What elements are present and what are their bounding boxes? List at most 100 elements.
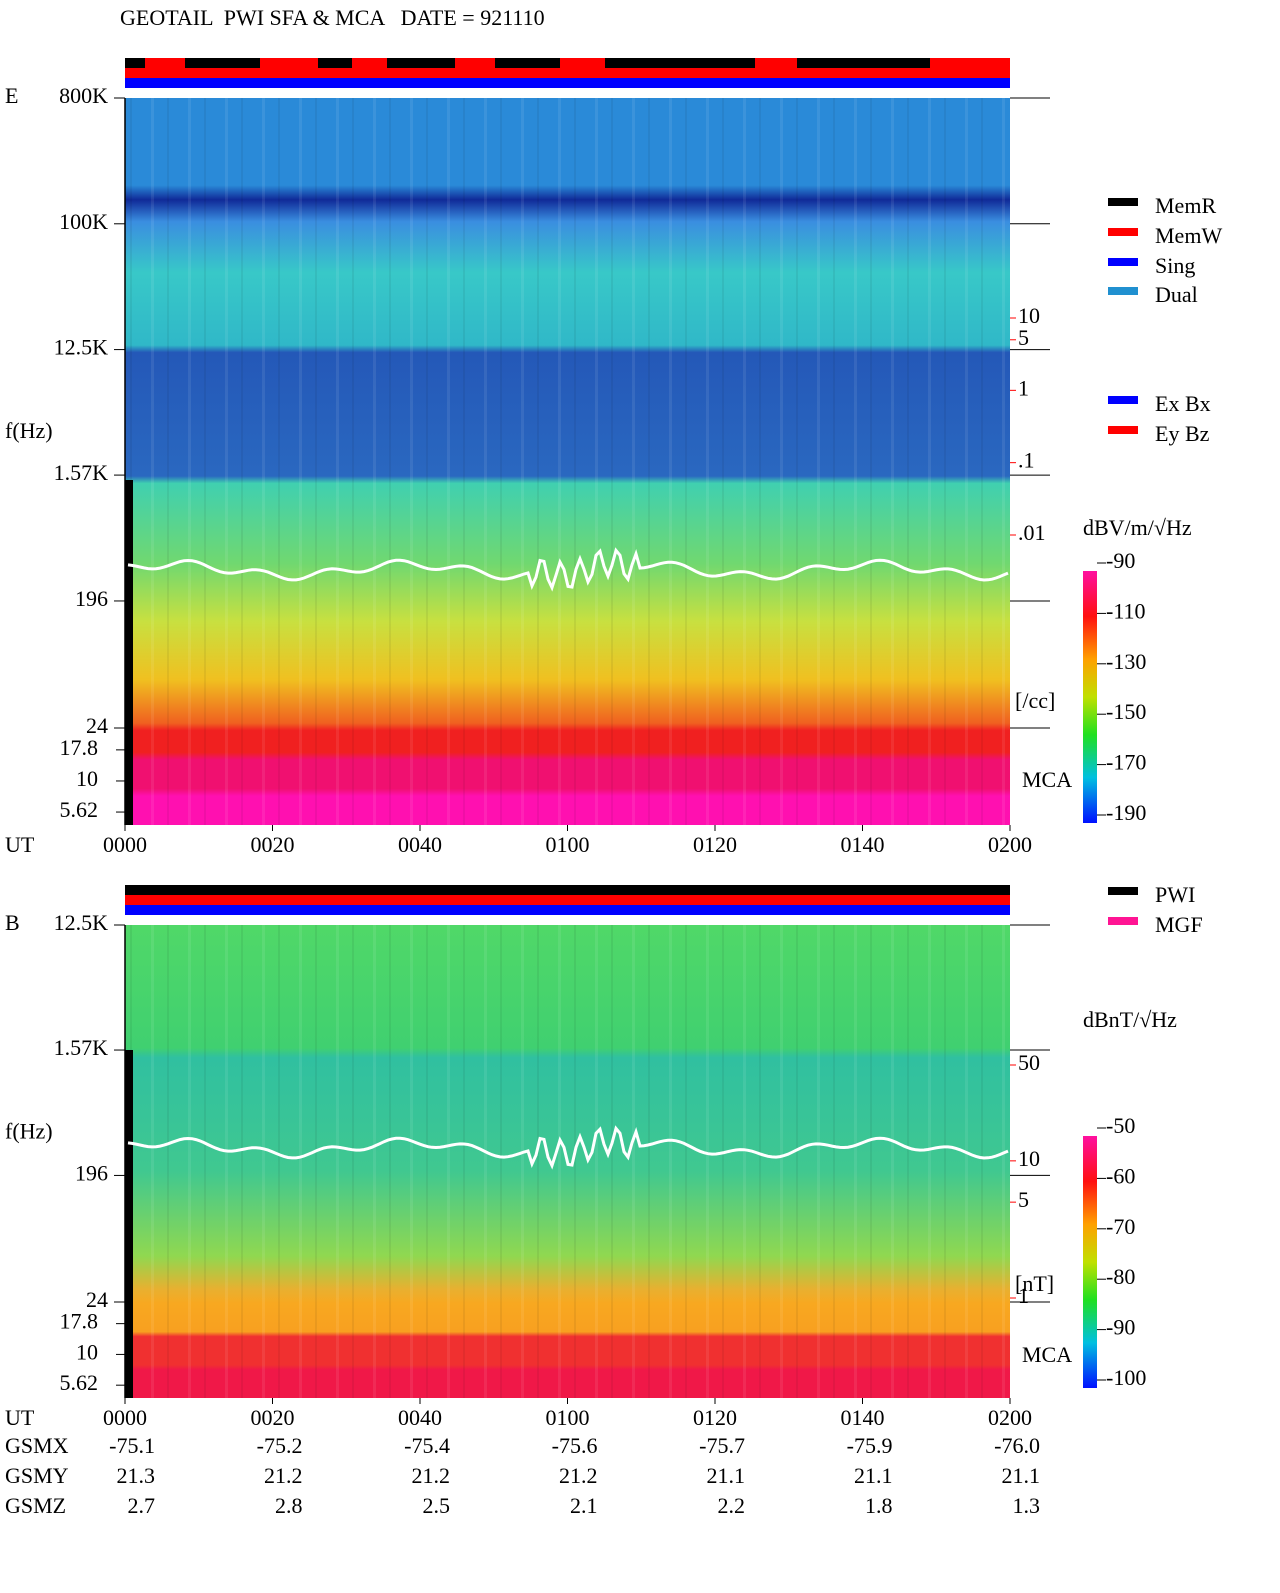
orbit-row-label: GSMX xyxy=(5,1433,69,1458)
orbit-value: -76.0 xyxy=(994,1433,1040,1458)
colorbar-tick-label: -90 xyxy=(1106,1315,1135,1340)
legend-label: MemR xyxy=(1155,193,1216,218)
mca-tick-label: 5.62 xyxy=(60,797,99,822)
legend-swatch xyxy=(1108,258,1138,266)
title: GEOTAIL PWI SFA & MCA DATE = 921110 xyxy=(120,5,545,30)
mca-tick-label: 10 xyxy=(76,766,98,791)
y-tick-label: 196 xyxy=(75,1160,108,1185)
legend-swatch xyxy=(1108,917,1138,925)
y-axis-label: f(Hz) xyxy=(5,1119,53,1144)
orbit-value: 1.8 xyxy=(865,1493,893,1518)
right-scale-unit: [/cc] xyxy=(1015,688,1055,713)
orbit-value: 2.2 xyxy=(718,1493,746,1518)
y-tick-label: 1.57K xyxy=(54,460,109,485)
legend-swatch xyxy=(1108,426,1138,434)
colorbar-tick-label: -90 xyxy=(1106,548,1135,573)
status-bars xyxy=(125,58,1010,915)
x-tick-label: 0200 xyxy=(988,1405,1032,1430)
y-axis-label: f(Hz) xyxy=(5,418,53,443)
orbit-value: 21.2 xyxy=(559,1463,598,1488)
orbit-value: -75.1 xyxy=(109,1433,155,1458)
orbit-row-label: GSMY xyxy=(5,1463,69,1488)
orbit-value: 2.7 xyxy=(128,1493,156,1518)
x-tick-label: 0020 xyxy=(251,832,295,857)
x-tick-label: 0200 xyxy=(988,832,1032,857)
legend-swatch xyxy=(1108,887,1138,895)
right-scale-label: 50 xyxy=(1018,1050,1040,1075)
colorbar-tick-label: -170 xyxy=(1106,750,1146,775)
colorbar-tick-label: -110 xyxy=(1106,598,1146,623)
plasma-line xyxy=(127,547,1009,1170)
mca-tick-label: 10 xyxy=(76,1339,98,1364)
orbit-value: 21.2 xyxy=(264,1463,303,1488)
x-tick-label: 0000 xyxy=(103,832,147,857)
right-scale-label: 10 xyxy=(1018,303,1040,328)
right-scale-label: .01 xyxy=(1018,520,1046,545)
right-scale-label: 5 xyxy=(1018,325,1029,350)
colorbar-tick-label: -70 xyxy=(1106,1214,1135,1239)
y-tick-label: 800K xyxy=(59,83,108,108)
orbit-value: 2.8 xyxy=(275,1493,303,1518)
orbit-value: -75.7 xyxy=(699,1433,745,1458)
x-tick-label: 0000 xyxy=(103,1405,147,1430)
colorbar-tick-label: -130 xyxy=(1106,649,1146,674)
coverage-wedge xyxy=(125,1050,133,1398)
mca-label: MCA xyxy=(1022,767,1072,792)
right-scale-label: 1 xyxy=(1018,1283,1029,1308)
spectrogram-texture xyxy=(125,98,1010,825)
x-tick-label: 0040 xyxy=(398,832,442,857)
mca-tick-label: 17.8 xyxy=(60,735,99,760)
legend-swatch xyxy=(1108,396,1138,404)
legend-swatch xyxy=(1108,228,1138,236)
colorbar-tick-label: -190 xyxy=(1106,800,1146,825)
x-axis-label: UT xyxy=(5,1405,35,1430)
colorbar xyxy=(1083,1136,1097,1388)
x-tick-label: 0040 xyxy=(398,1405,442,1430)
colorbar-tick-label: -60 xyxy=(1106,1163,1135,1188)
colorbar xyxy=(1083,571,1097,823)
orbit-value: -75.4 xyxy=(404,1433,450,1458)
y-tick-label: 196 xyxy=(75,586,108,611)
orbit-value: 21.1 xyxy=(854,1463,893,1488)
orbit-value: 21.1 xyxy=(1002,1463,1041,1488)
legend-label: Ey Bz xyxy=(1155,421,1210,446)
orbit-value: 21.3 xyxy=(117,1463,156,1488)
colorbar-tick-label: -50 xyxy=(1106,1113,1135,1138)
legend-label: Dual xyxy=(1155,282,1198,307)
x-tick-label: 0100 xyxy=(546,1405,590,1430)
right-scale-unit: [nT] xyxy=(1015,1271,1054,1296)
right-scale-label: 1 xyxy=(1018,375,1029,400)
orbit-value: -75.9 xyxy=(847,1433,893,1458)
y-tick-label: 100K xyxy=(59,209,108,234)
colorbar-label: dBV/m/√Hz xyxy=(1083,515,1192,540)
legend-label: MemW xyxy=(1155,223,1222,248)
y-tick-label: 1.57K xyxy=(54,1035,109,1060)
orbit-row-label: GSMZ xyxy=(5,1493,66,1518)
legend-label: PWI xyxy=(1155,882,1195,907)
right-scale-label: 10 xyxy=(1018,1146,1040,1171)
mca-tick-label: 17.8 xyxy=(60,1309,99,1334)
orbit-value: 21.1 xyxy=(707,1463,746,1488)
x-tick-label: 0120 xyxy=(693,832,737,857)
y-tick-label: 24 xyxy=(86,713,108,738)
trace xyxy=(127,1125,1009,1170)
orbit-value: 21.2 xyxy=(412,1463,451,1488)
x-tick-label: 0120 xyxy=(693,1405,737,1430)
y-tick-label: 12.5K xyxy=(54,910,109,935)
colorbar-tick-label: -80 xyxy=(1106,1264,1135,1289)
orbit-value: -75.2 xyxy=(257,1433,303,1458)
x-tick-label: 0140 xyxy=(841,832,885,857)
right-scale-label: 5 xyxy=(1018,1187,1029,1212)
panel-label: B xyxy=(5,910,20,935)
panel-label: E xyxy=(5,83,18,108)
legend-label: Sing xyxy=(1155,253,1195,278)
y-tick-label: 24 xyxy=(86,1287,108,1312)
y-tick-label: 12.5K xyxy=(54,335,109,360)
trace xyxy=(127,547,1009,592)
colorbar-tick-label: -100 xyxy=(1106,1365,1146,1390)
coverage-wedge xyxy=(125,480,133,825)
legend-swatch xyxy=(1108,287,1138,295)
mca-label: MCA xyxy=(1022,1342,1072,1367)
